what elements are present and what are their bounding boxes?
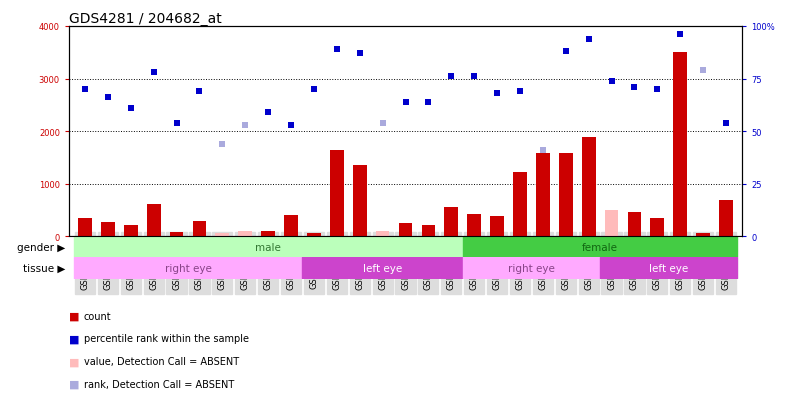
- Point: [238, 122, 251, 129]
- Text: GDS4281 / 204682_at: GDS4281 / 204682_at: [69, 12, 221, 26]
- Point: [307, 86, 320, 93]
- Point: [719, 120, 732, 127]
- Point: [605, 78, 618, 85]
- Text: rank, Detection Call = ABSENT: rank, Detection Call = ABSENT: [84, 379, 234, 389]
- Bar: [284, 216, 298, 237]
- Point: [79, 86, 92, 93]
- Text: left eye: left eye: [363, 263, 402, 273]
- Text: tissue ▶: tissue ▶: [23, 263, 65, 273]
- Point: [560, 49, 573, 55]
- Text: percentile rank within the sample: percentile rank within the sample: [84, 334, 248, 344]
- Bar: [261, 232, 275, 237]
- Text: female: female: [582, 242, 618, 252]
- Point: [124, 105, 137, 112]
- Bar: [650, 218, 664, 237]
- Text: ■: ■: [69, 311, 79, 321]
- Bar: [238, 231, 252, 237]
- Point: [422, 99, 435, 106]
- Bar: [467, 215, 481, 237]
- Text: ■: ■: [69, 356, 79, 366]
- Point: [513, 89, 526, 95]
- Bar: [513, 173, 527, 237]
- Text: male: male: [255, 242, 281, 252]
- Bar: [697, 234, 710, 237]
- Bar: [673, 53, 687, 237]
- Point: [376, 120, 389, 127]
- Bar: [216, 234, 230, 237]
- Text: ■: ■: [69, 334, 79, 344]
- Bar: [399, 224, 412, 237]
- Bar: [307, 234, 321, 237]
- Text: gender ▶: gender ▶: [17, 242, 65, 252]
- Point: [628, 84, 641, 91]
- Point: [651, 86, 664, 93]
- Text: value, Detection Call = ABSENT: value, Detection Call = ABSENT: [84, 356, 238, 366]
- Bar: [169, 233, 183, 237]
- Bar: [375, 231, 389, 237]
- Bar: [536, 154, 550, 237]
- Point: [697, 68, 710, 74]
- Text: right eye: right eye: [508, 263, 555, 273]
- Text: right eye: right eye: [165, 263, 212, 273]
- Bar: [192, 221, 206, 237]
- Point: [170, 120, 183, 127]
- Bar: [490, 217, 504, 237]
- Bar: [422, 226, 436, 237]
- Point: [330, 47, 343, 53]
- Bar: [628, 212, 642, 237]
- Bar: [78, 218, 92, 237]
- Text: ■: ■: [69, 379, 79, 389]
- Point: [491, 91, 504, 97]
- Bar: [353, 166, 367, 237]
- Bar: [605, 211, 619, 237]
- Bar: [330, 150, 344, 237]
- Point: [285, 122, 298, 129]
- Bar: [124, 225, 138, 237]
- Bar: [101, 223, 114, 237]
- Text: left eye: left eye: [649, 263, 689, 273]
- Bar: [444, 207, 458, 237]
- Bar: [559, 154, 573, 237]
- Point: [354, 51, 367, 57]
- Bar: [719, 200, 733, 237]
- Point: [582, 36, 595, 43]
- Point: [399, 99, 412, 106]
- Point: [193, 89, 206, 95]
- Text: count: count: [84, 311, 111, 321]
- Bar: [581, 138, 595, 237]
- Point: [536, 147, 549, 154]
- Point: [468, 74, 481, 81]
- Point: [216, 141, 229, 148]
- Point: [444, 74, 457, 81]
- Point: [147, 70, 160, 76]
- Point: [101, 95, 114, 102]
- Bar: [147, 204, 161, 237]
- Point: [674, 32, 687, 38]
- Point: [262, 109, 275, 116]
